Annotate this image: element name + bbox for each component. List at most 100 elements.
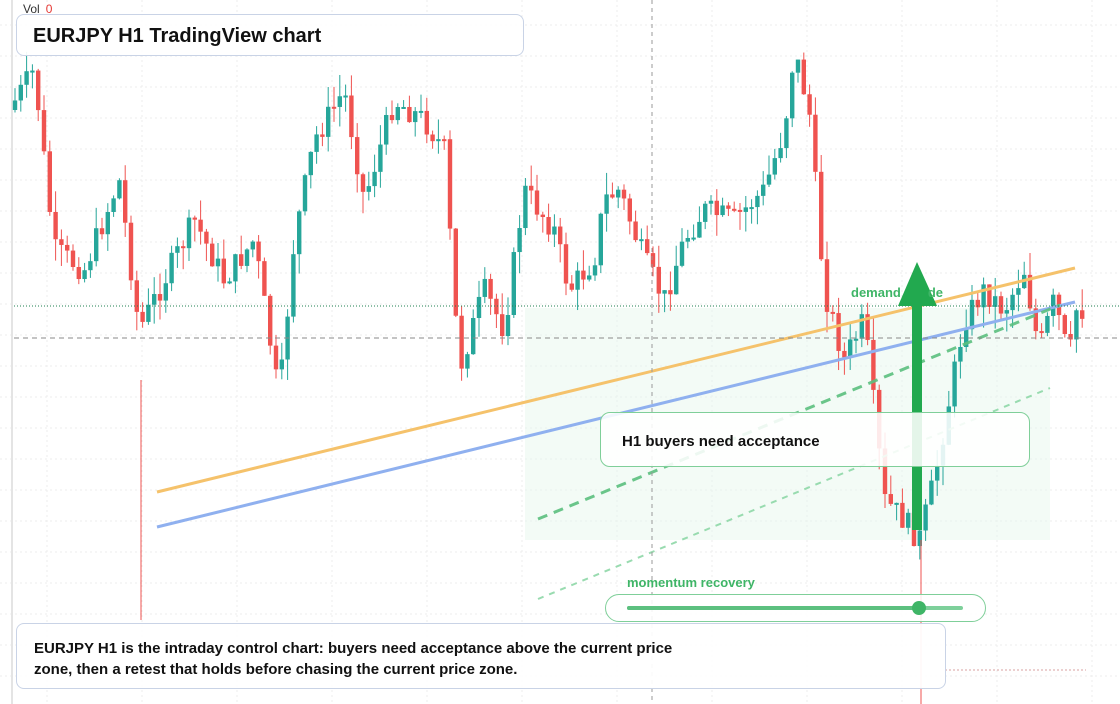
candle-body: [801, 59, 806, 95]
candle-body: [18, 84, 23, 101]
candle-body: [1045, 315, 1050, 333]
candle-body: [529, 185, 534, 191]
candle-body: [720, 205, 725, 216]
candle-body: [1039, 331, 1044, 334]
candle-body: [766, 174, 772, 185]
candle-body: [894, 502, 899, 505]
candle-body: [181, 246, 186, 249]
candle-body: [929, 480, 934, 505]
candle-body: [76, 267, 81, 280]
candle-body: [511, 252, 516, 315]
candle-body: [134, 280, 139, 312]
candle-body: [175, 246, 180, 253]
candle-body: [871, 339, 876, 390]
candle-body: [691, 237, 696, 240]
candle-body: [53, 211, 58, 240]
candle-body: [981, 284, 986, 308]
volume-value: 0: [45, 2, 53, 16]
candle-body: [453, 228, 458, 316]
candle-body: [882, 448, 888, 495]
candle-body: [395, 106, 400, 121]
candle-body: [1051, 294, 1056, 316]
candle-body: [743, 207, 748, 212]
candle-body: [517, 228, 522, 253]
candle-body: [1033, 308, 1038, 332]
candle-body: [749, 207, 754, 210]
candle-body: [621, 189, 627, 199]
candle-body: [616, 189, 621, 198]
candle-body: [761, 184, 766, 196]
momentum-track: [627, 601, 963, 615]
candle-body: [569, 283, 574, 290]
candle-body: [186, 217, 192, 249]
candle-body: [853, 338, 859, 341]
candle-body: [993, 296, 998, 307]
title-panel: EURJPY H1 TradingView chart: [16, 14, 524, 56]
candle-body: [732, 208, 737, 211]
candle-body: [604, 194, 609, 214]
candle-body: [413, 111, 418, 123]
candle-body: [65, 244, 70, 251]
candle-body: [30, 70, 35, 73]
candle-body: [674, 265, 679, 295]
candle-body: [24, 71, 29, 85]
candle-body: [447, 139, 453, 229]
candle-body: [587, 275, 592, 280]
candle-body: [1027, 274, 1033, 309]
candle-body: [157, 294, 163, 301]
candle-body: [418, 110, 424, 113]
candle-body: [88, 261, 93, 271]
candle-body: [813, 114, 818, 172]
candle-body: [726, 205, 731, 209]
candle-body: [1074, 310, 1079, 340]
candle-body: [291, 254, 296, 317]
candle-body: [790, 72, 795, 119]
candle-body: [279, 359, 284, 370]
note-text: EURJPY H1 is the intraday control chart:…: [34, 640, 673, 678]
candle-body: [1080, 310, 1085, 319]
candle-body: [70, 250, 76, 268]
candle-body: [906, 512, 911, 528]
candle-body: [111, 198, 116, 212]
candle-body: [807, 94, 812, 115]
candle-body: [737, 209, 743, 212]
candle-body: [41, 110, 47, 152]
demand-word: demand: [851, 285, 901, 300]
analysis-note: EURJPY H1 is the intraday control chart:…: [16, 623, 946, 689]
candle-body: [227, 281, 232, 284]
callout-text: H1 buyers need acceptance: [622, 433, 820, 450]
candle-body: [917, 530, 922, 547]
candle-body: [505, 314, 511, 337]
candle-body: [1062, 315, 1067, 334]
candle-body: [297, 211, 302, 255]
candle-body: [215, 258, 221, 267]
candle-body: [192, 217, 197, 220]
candle-body: [714, 200, 719, 216]
candle-body: [244, 249, 250, 266]
candle-body: [563, 244, 569, 284]
candle-body: [784, 118, 789, 149]
candle-body: [998, 296, 1004, 314]
candle-body: [360, 174, 366, 192]
candle-body: [969, 299, 975, 330]
candle-body: [668, 290, 673, 295]
candle-body: [795, 59, 801, 73]
candle-body: [662, 290, 667, 294]
candle-body: [436, 139, 441, 142]
candle-body: [424, 110, 429, 135]
chart-title: EURJPY H1 TradingView chart: [33, 25, 322, 47]
candle-body: [12, 100, 18, 110]
candle-body: [343, 95, 348, 98]
candle-body: [964, 329, 969, 347]
candle-body: [308, 151, 313, 176]
candle-body: [140, 311, 145, 322]
candle-body: [592, 265, 598, 276]
candle-body: [250, 241, 255, 250]
candle-body: [824, 259, 830, 312]
volume-label: Vol 0: [23, 2, 52, 16]
candle-body: [465, 354, 470, 369]
momentum-fill: [627, 606, 920, 610]
candle-body: [407, 106, 412, 123]
candle-body: [494, 298, 499, 315]
candle-body: [1068, 333, 1073, 340]
